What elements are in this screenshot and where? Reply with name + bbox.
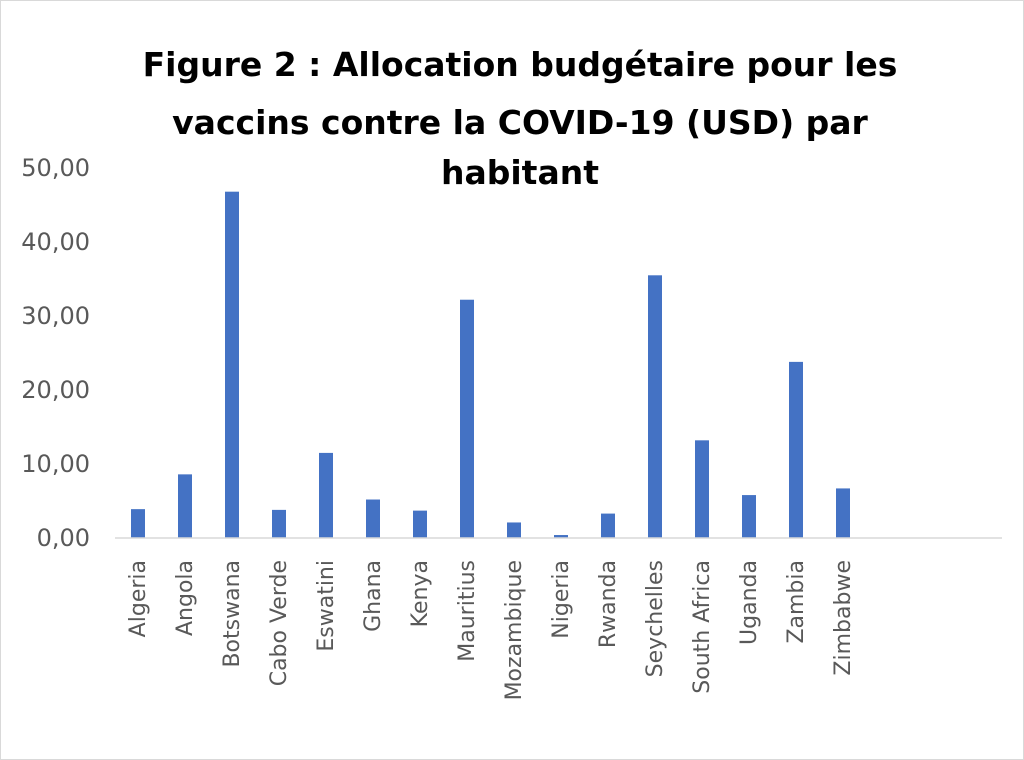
chart-title-line-3: habitant <box>441 153 599 192</box>
x-tick-label: Angola <box>173 560 198 636</box>
bar-ghana <box>366 499 380 538</box>
y-axis-ticks: 0,00 10,00 20,00 30,00 40,00 50,00 <box>21 154 90 552</box>
bars-group <box>131 191 850 538</box>
bar-seychelles <box>648 275 662 538</box>
x-tick-label: Mozambique <box>502 560 527 700</box>
bar-angola <box>178 474 192 538</box>
x-tick-label: Kenya <box>408 560 433 627</box>
y-tick-label: 40,00 <box>21 228 90 256</box>
chart-title-line-2: vaccins contre la COVID-19 (USD) par <box>172 103 868 142</box>
x-tick-label: Botswana <box>220 560 245 668</box>
x-tick-label: Eswatini <box>314 560 339 652</box>
x-tick-label: Rwanda <box>596 560 621 648</box>
y-tick-label: 20,00 <box>21 376 90 404</box>
x-tick-label: Ghana <box>361 560 386 632</box>
bar-rwanda <box>601 513 615 538</box>
x-tick-label: Mauritius <box>455 560 480 662</box>
bar-zimbabwe <box>836 488 850 538</box>
y-tick-label: 30,00 <box>21 302 90 330</box>
bar-zambia <box>789 361 803 538</box>
bar-eswatini <box>319 452 333 538</box>
x-tick-label: Uganda <box>737 560 762 645</box>
bar-nigeria <box>554 535 568 538</box>
x-tick-label: Algeria <box>126 560 151 637</box>
x-tick-label: South Africa <box>690 560 715 694</box>
bar-kenya <box>413 510 427 538</box>
x-tick-label: Cabo Verde <box>267 560 292 686</box>
x-tick-label: Nigeria <box>549 560 574 639</box>
y-tick-label: 50,00 <box>21 154 90 182</box>
bar-mozambique <box>507 522 521 538</box>
y-tick-label: 10,00 <box>21 450 90 478</box>
bar-cabo-verde <box>272 509 286 538</box>
chart-title-line-1: Figure 2 : Allocation budgétaire pour le… <box>143 45 898 84</box>
bar-mauritius <box>460 299 474 538</box>
x-tick-label: Seychelles <box>643 560 668 677</box>
bar-botswana <box>225 191 239 538</box>
x-tick-label: Zimbabwe <box>831 560 856 676</box>
bar-south-africa <box>695 440 709 538</box>
y-tick-label: 0,00 <box>37 524 90 552</box>
x-axis-labels: Algeria Angola Botswana Cabo Verde Eswatini G… <box>126 560 856 700</box>
bar-uganda <box>742 495 756 538</box>
bar-algeria <box>131 509 145 538</box>
x-tick-label: Zambia <box>784 560 809 644</box>
